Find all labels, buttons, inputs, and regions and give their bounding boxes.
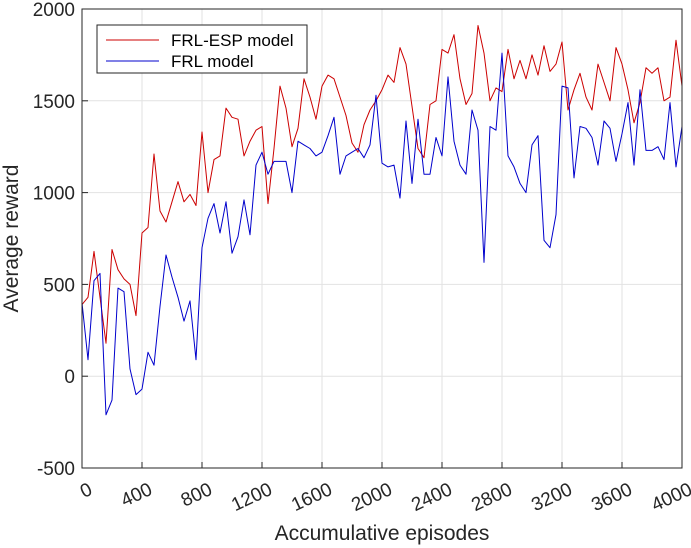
x-tick-label: 2800: [468, 479, 515, 516]
y-tick-label: 1500: [33, 92, 75, 113]
legend-label-1: FRL-ESP model: [171, 31, 294, 50]
y-tick-label: -500: [37, 459, 75, 480]
x-tick-label: 2400: [408, 479, 455, 516]
x-tick-label: 3200: [528, 479, 575, 516]
x-tick-label: 1200: [228, 479, 275, 516]
x-tick-label: 800: [178, 479, 216, 511]
y-tick-label: 1000: [33, 184, 75, 205]
grid: [81, 8, 683, 469]
x-tick-label: 400: [118, 479, 156, 511]
x-tick-label: 1600: [288, 479, 335, 516]
legend: FRL-ESP model FRL model: [96, 24, 308, 74]
y-axis-label: Average reward: [0, 165, 23, 313]
x-tick-label: 2000: [348, 479, 395, 516]
x-tick-label: 0: [77, 479, 95, 503]
y-tick-label: 0: [64, 367, 75, 388]
legend-label-2: FRL model: [171, 52, 254, 71]
y-tick-label: 2000: [33, 0, 75, 21]
axis-ticks: 0 400 800 1200 1600 2000 2400 2800 3200 3600 4000 -…: [33, 0, 691, 516]
y-tick-label: 500: [43, 275, 75, 296]
x-axis-label: Accumulative episodes: [275, 522, 490, 545]
series-lines: [81, 25, 683, 416]
x-tick-label: 4000: [648, 479, 691, 516]
series-line-2: [81, 52, 683, 416]
legend-box: [96, 24, 308, 74]
series-line-1: [81, 25, 683, 344]
x-tick-label: 3600: [588, 479, 635, 516]
